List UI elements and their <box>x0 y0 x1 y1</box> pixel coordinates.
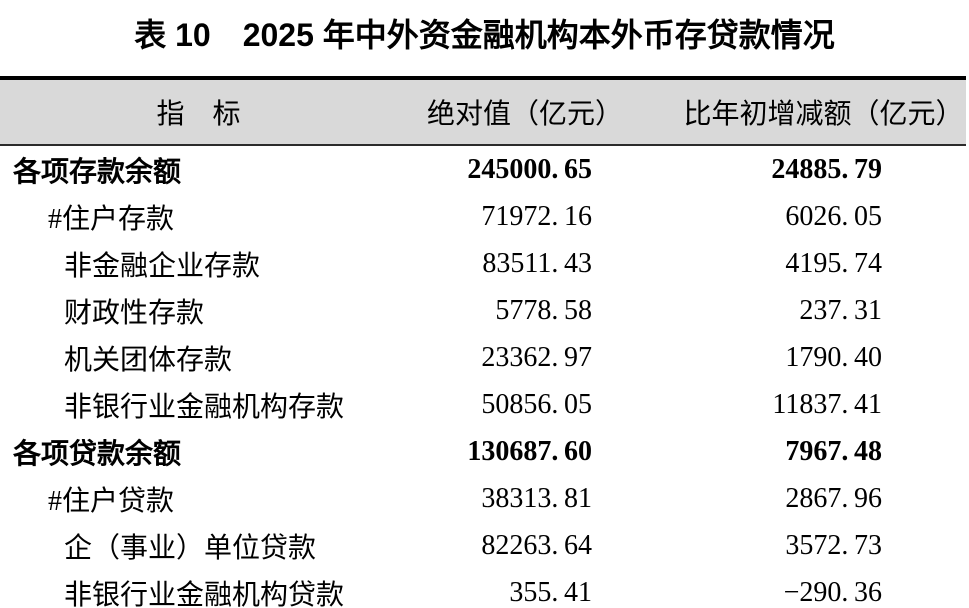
row-change-value: 4195. 74 <box>785 247 882 279</box>
row-indicator: 各项贷款余额 <box>13 438 182 470</box>
row-indicator: 非银行业金融机构存款 <box>64 391 345 423</box>
row-indicator: 非金融企业存款 <box>64 250 261 282</box>
row-indicator: 财政性存款 <box>64 297 205 329</box>
row-indicator: 企（事业）单位贷款 <box>64 532 317 564</box>
row-absolute-value: 71972. 16 <box>481 200 592 232</box>
table-body: 各项存款余额 245000. 65 24885. 79 #住户存款 71972.… <box>0 145 966 608</box>
deposits-loans-table: 指 标 绝对值（亿元） 比年初增减额（亿元） 各项存款余额 245000. 65… <box>0 76 966 608</box>
table-caption: 表 10 2025 年中外资金融机构本外币存贷款情况 <box>134 17 835 53</box>
table-row-fiscal-deposits: 财政性存款 5778. 58 237. 31 <box>0 287 966 334</box>
row-change-value: 237. 31 <box>799 294 882 326</box>
row-change-value: 3572. 73 <box>785 529 882 561</box>
row-absolute-value: 50856. 05 <box>481 388 592 420</box>
table-row-nonfinancial-enterprise-deposits: 非金融企业存款 83511. 43 4195. 74 <box>0 240 966 287</box>
row-change-value: 2867. 96 <box>785 482 882 514</box>
row-change-value: 11837. 41 <box>772 388 882 420</box>
row-change-value: 7967. 48 <box>785 435 882 467</box>
row-change-value: −290. 36 <box>783 576 882 608</box>
row-change-value: 6026. 05 <box>785 200 882 232</box>
row-absolute-value: 355. 41 <box>509 576 592 608</box>
row-indicator: 机关团体存款 <box>64 344 233 376</box>
header-row: 指 标 绝对值（亿元） 比年初增减额（亿元） <box>0 78 966 146</box>
table-row-total-deposits: 各项存款余额 245000. 65 24885. 79 <box>0 145 966 193</box>
row-change-value: 1790. 40 <box>785 341 882 373</box>
row-absolute-value: 82263. 64 <box>481 529 592 561</box>
row-indicator: #住户存款 <box>48 203 175 235</box>
header-change-from-year-start: 比年初增减额（亿元） <box>622 78 966 146</box>
table-row-household-loans: #住户贷款 38313. 81 2867. 96 <box>0 475 966 522</box>
row-change-value: 24885. 79 <box>771 153 882 185</box>
header-absolute-value: 绝对值（亿元） <box>397 78 622 146</box>
row-absolute-value: 83511. 43 <box>482 247 592 279</box>
table-row-nonbank-financial-institution-deposits: 非银行业金融机构存款 50856. 05 11837. 41 <box>0 381 966 428</box>
row-indicator: 各项存款余额 <box>13 156 182 188</box>
row-absolute-value: 130687. 60 <box>467 435 592 467</box>
row-indicator: #住户贷款 <box>48 485 175 517</box>
row-absolute-value: 5778. 58 <box>495 294 592 326</box>
row-absolute-value: 245000. 65 <box>467 153 592 185</box>
row-absolute-value: 23362. 97 <box>481 341 592 373</box>
table-header: 指 标 绝对值（亿元） 比年初增减额（亿元） <box>0 78 966 146</box>
table-row-total-loans: 各项贷款余额 130687. 60 7967. 48 <box>0 428 966 475</box>
header-indicator: 指 标 <box>0 78 397 146</box>
table-row-nonbank-financial-institution-loans: 非银行业金融机构贷款 355. 41 −290. 36 <box>0 569 966 608</box>
table-row-government-organization-deposits: 机关团体存款 23362. 97 1790. 40 <box>0 334 966 381</box>
row-absolute-value: 38313. 81 <box>481 482 592 514</box>
table-row-household-deposits: #住户存款 71972. 16 6026. 05 <box>0 193 966 240</box>
table-row-enterprise-unit-loans: 企（事业）单位贷款 82263. 64 3572. 73 <box>0 522 966 569</box>
row-indicator: 非银行业金融机构贷款 <box>64 579 345 608</box>
